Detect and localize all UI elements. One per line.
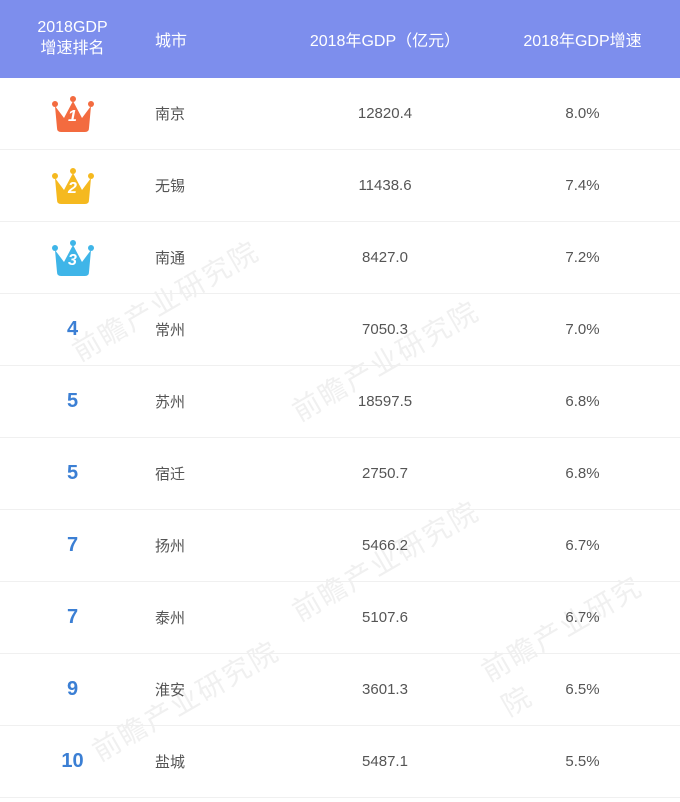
rank-number: 10	[61, 750, 83, 773]
rank-number: 5	[67, 390, 78, 413]
growth-cell: 6.8%	[495, 465, 680, 482]
gdp-cell: 18597.5	[275, 393, 495, 410]
header-growth: 2018年GDP增速	[495, 27, 680, 51]
city-cell: 苏州	[145, 391, 275, 412]
rank-cell: 3	[0, 238, 145, 278]
table-row: 1 南京12820.48.0%	[0, 78, 680, 150]
growth-cell: 7.0%	[495, 321, 680, 338]
header-rank-line2: 增速排名	[40, 39, 104, 60]
header-gdp: 2018年GDP（亿元）	[275, 27, 495, 51]
rank-number: 9	[67, 678, 78, 701]
table-row: 2 无锡11438.67.4%	[0, 150, 680, 222]
rank-cell: 4	[0, 318, 145, 341]
gdp-cell: 2750.7	[275, 465, 495, 482]
rank-cell: 7	[0, 606, 145, 629]
crown-rank-label: 3	[49, 252, 97, 270]
growth-cell: 6.8%	[495, 393, 680, 410]
gdp-ranking-table: 2018GDP 增速排名 城市 2018年GDP（亿元） 2018年GDP增速 …	[0, 0, 680, 798]
table-row: 3 南通8427.07.2%	[0, 222, 680, 294]
table-row: 5 苏州18597.56.8%	[0, 366, 680, 438]
gdp-cell: 5107.6	[275, 609, 495, 626]
table-row: 7 扬州5466.26.7%	[0, 510, 680, 582]
gdp-cell: 12820.4	[275, 105, 495, 122]
crown-icon: 1	[49, 94, 97, 134]
rank-cell: 7	[0, 534, 145, 557]
growth-cell: 5.5%	[495, 753, 680, 770]
crown-icon: 3	[49, 238, 97, 278]
city-cell: 南通	[145, 247, 275, 268]
gdp-cell: 5487.1	[275, 753, 495, 770]
crown-rank-label: 1	[49, 108, 97, 126]
city-cell: 宿迁	[145, 463, 275, 484]
rank-cell: 10	[0, 750, 145, 773]
table-row: 5 宿迁2750.76.8%	[0, 438, 680, 510]
table-row: 9 淮安3601.36.5%	[0, 654, 680, 726]
city-cell: 常州	[145, 319, 275, 340]
rank-cell: 2	[0, 166, 145, 206]
rank-cell: 9	[0, 678, 145, 701]
growth-cell: 6.7%	[495, 537, 680, 554]
crown-rank-label: 2	[49, 180, 97, 198]
growth-cell: 8.0%	[495, 105, 680, 122]
rank-cell: 5	[0, 462, 145, 485]
city-cell: 盐城	[145, 751, 275, 772]
table-row: 7 泰州5107.66.7%	[0, 582, 680, 654]
growth-cell: 6.7%	[495, 609, 680, 626]
city-cell: 泰州	[145, 607, 275, 628]
table-header: 2018GDP 增速排名 城市 2018年GDP（亿元） 2018年GDP增速	[0, 0, 680, 78]
gdp-cell: 7050.3	[275, 321, 495, 338]
table-row: 4 常州7050.37.0%	[0, 294, 680, 366]
rank-cell: 1	[0, 94, 145, 134]
gdp-cell: 11438.6	[275, 177, 495, 194]
gdp-cell: 8427.0	[275, 249, 495, 266]
rank-number: 4	[67, 318, 78, 341]
header-rank: 2018GDP 增速排名	[0, 18, 145, 60]
rank-number: 7	[67, 606, 78, 629]
table-body: 1 南京12820.48.0% 2 无锡11438.67.4% 3 南通8427.07.2…	[0, 78, 680, 798]
rank-number: 7	[67, 534, 78, 557]
gdp-cell: 5466.2	[275, 537, 495, 554]
rank-cell: 5	[0, 390, 145, 413]
header-rank-line1: 2018GDP	[37, 18, 107, 39]
growth-cell: 7.2%	[495, 249, 680, 266]
city-cell: 无锡	[145, 175, 275, 196]
city-cell: 扬州	[145, 535, 275, 556]
table-row: 10 盐城5487.15.5%	[0, 726, 680, 798]
city-cell: 南京	[145, 103, 275, 124]
gdp-cell: 3601.3	[275, 681, 495, 698]
city-cell: 淮安	[145, 679, 275, 700]
growth-cell: 7.4%	[495, 177, 680, 194]
growth-cell: 6.5%	[495, 681, 680, 698]
crown-icon: 2	[49, 166, 97, 206]
header-city: 城市	[145, 27, 275, 51]
rank-number: 5	[67, 462, 78, 485]
